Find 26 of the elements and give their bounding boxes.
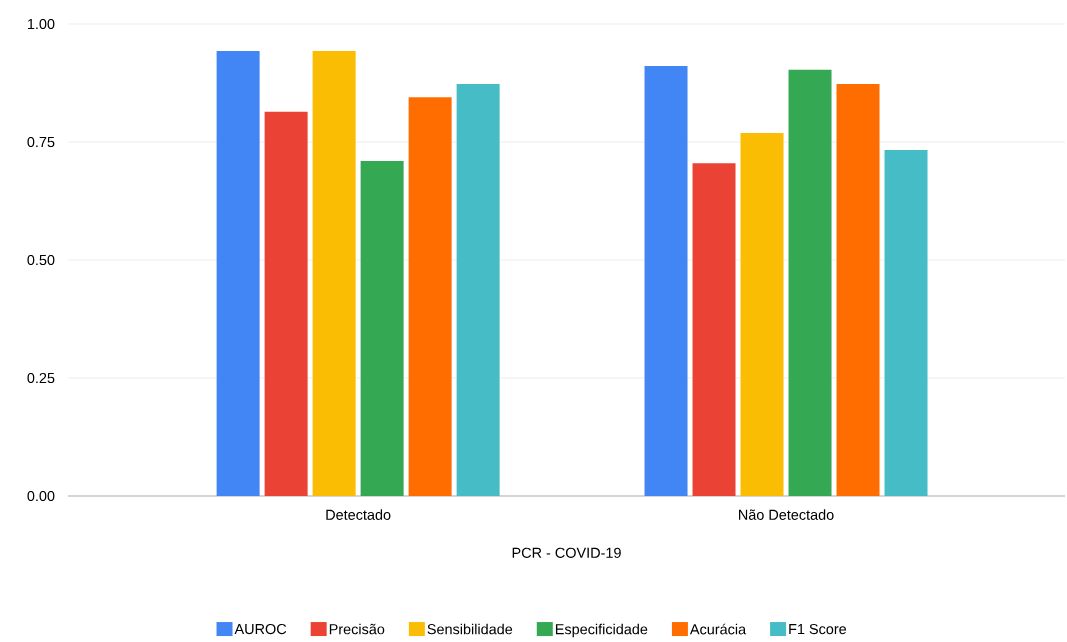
- bar: [216, 50, 260, 496]
- legend-label: Especificidade: [555, 623, 648, 638]
- x-axis-title: PCR - COVID-19: [512, 547, 621, 558]
- y-tick-label: 0.50: [27, 254, 55, 266]
- legend-label: Acurácia: [689, 623, 747, 635]
- bar: [740, 133, 784, 496]
- legend-label: AUROC: [234, 623, 287, 635]
- bar: [408, 97, 452, 496]
- bar: [264, 111, 308, 496]
- legend-label: F1 Score: [789, 623, 847, 635]
- x-tick-label: Detectado: [326, 509, 391, 520]
- bar: [788, 69, 832, 496]
- bar: [360, 160, 404, 496]
- y-tick-label: 0.25: [27, 372, 55, 384]
- bar: [692, 163, 736, 496]
- bar: [312, 50, 356, 496]
- legend-label: Precisão: [329, 623, 385, 635]
- bar: [456, 83, 500, 496]
- y-tick-label: 0.75: [27, 136, 55, 148]
- bar: [644, 66, 688, 496]
- bar: [836, 83, 880, 496]
- y-tick-label: 0.00: [27, 490, 55, 502]
- bar: [884, 150, 928, 496]
- x-tick-label: Não Detectado: [739, 509, 834, 520]
- legend-label: Sensibilidade: [427, 623, 513, 635]
- y-tick-label: 1.00: [27, 18, 55, 30]
